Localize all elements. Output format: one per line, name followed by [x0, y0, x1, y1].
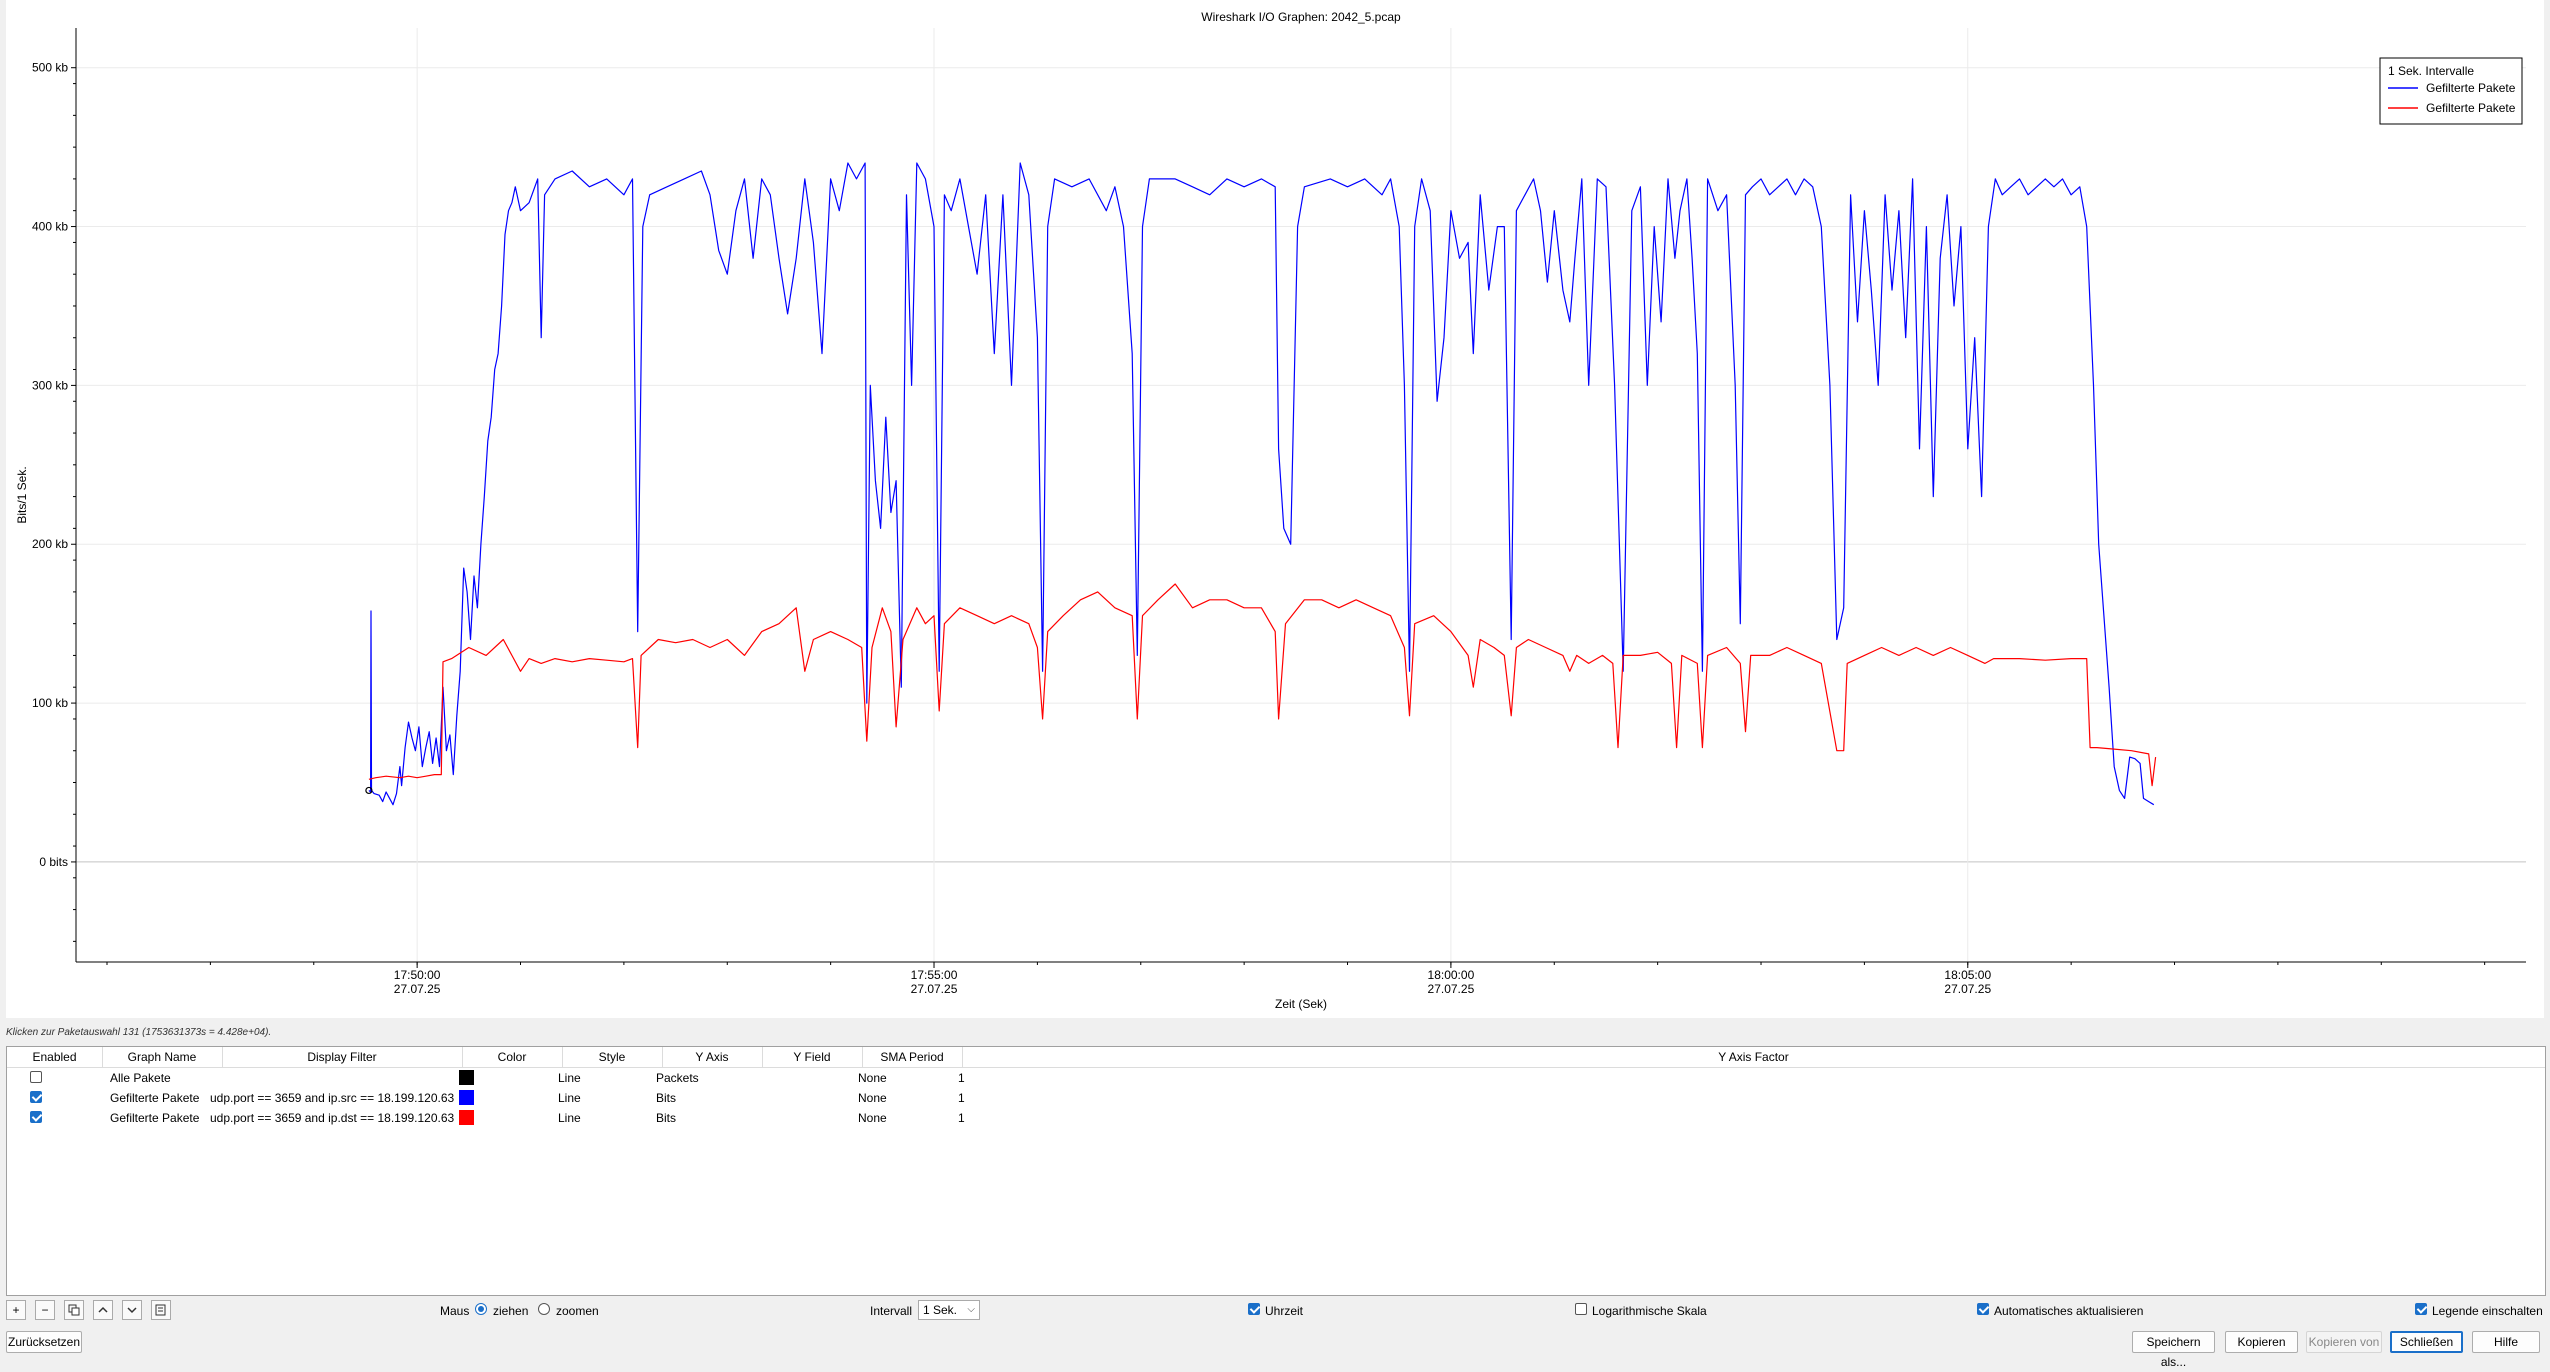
legend-entry: Gefilterte Pakete	[2426, 81, 2516, 95]
x-tick-label: 18:00:00	[1428, 968, 1475, 982]
arrow-down-icon	[127, 1307, 137, 1314]
mouse-label: Maus	[440, 1304, 470, 1318]
log-scale-label[interactable]: Logarithmische Skala	[1592, 1304, 1707, 1318]
interval-value: 1 Sek.	[923, 1303, 958, 1317]
series-line-src[interactable]	[368, 162, 2155, 806]
display-filter[interactable]: udp.port == 3659 and ip.src == 18.199.12…	[210, 1091, 455, 1105]
mouse-drag-label[interactable]: ziehen	[493, 1304, 529, 1318]
series-line-dst[interactable]	[368, 583, 2157, 787]
x-tick-label: 17:55:00	[911, 968, 958, 982]
table-header: Enabled Graph Name Display Filter Color …	[7, 1047, 2545, 1068]
y-axis-factor[interactable]: 1	[958, 1111, 965, 1125]
column-header-sma-period[interactable]: SMA Period	[880, 1050, 944, 1064]
x-tick-date-label: 27.07.25	[1944, 982, 1991, 996]
y-axis-factor[interactable]: 1	[958, 1091, 965, 1105]
io-graph-plot[interactable]: Wireshark I/O Graphen: 2042_5.pcap 0 bits…	[6, 0, 2544, 1018]
time-of-day-label[interactable]: Uhrzeit	[1265, 1304, 1304, 1318]
column-header-y-axis[interactable]: Y Axis	[695, 1050, 729, 1064]
close-button[interactable]: Schließen	[2390, 1331, 2463, 1353]
help-button[interactable]: Hilfe	[2472, 1331, 2540, 1353]
graph-table[interactable]: Enabled Graph Name Display Filter Color …	[6, 1046, 2546, 1296]
graph-toolbar: + − Maus ziehen zoomen Intervall 1 Sek. …	[0, 1298, 2550, 1324]
y-tick-label: 400 kb	[32, 220, 68, 234]
color-swatch[interactable]	[459, 1070, 474, 1085]
graph-name[interactable]: Gefilterte Pakete	[110, 1091, 200, 1105]
enabled-checkbox[interactable]	[30, 1111, 42, 1123]
chart-title: Wireshark I/O Graphen: 2042_5.pcap	[1201, 10, 1401, 24]
auto-update-label[interactable]: Automatisches aktualisieren	[1994, 1304, 2144, 1318]
auto-update-checkbox[interactable]	[1977, 1303, 1989, 1315]
enabled-checkbox[interactable]	[30, 1091, 42, 1103]
style[interactable]: Line	[558, 1111, 581, 1125]
status-hint: Klicken zur Paketauswahl 131 (1753631373…	[6, 1027, 272, 1038]
log-scale-checkbox[interactable]	[1575, 1303, 1587, 1315]
column-header-color[interactable]: Color	[497, 1050, 527, 1064]
legend-title: 1 Sek. Intervalle	[2388, 64, 2474, 78]
y-tick-label: 200 kb	[32, 537, 68, 551]
time-of-day-checkbox[interactable]	[1248, 1303, 1260, 1315]
x-tick-label: 17:50:00	[394, 968, 441, 982]
x-tick-date-label: 27.07.25	[911, 982, 958, 996]
sma-period[interactable]: None	[858, 1071, 887, 1085]
x-tick-date-label: 27.07.25	[1428, 982, 1475, 996]
legend-checkbox[interactable]	[2415, 1303, 2427, 1315]
copy-button[interactable]: Kopieren	[2225, 1331, 2298, 1353]
table-row[interactable]: Gefilterte Pakete udp.port == 3659 and i…	[7, 1108, 2545, 1128]
y-tick-label: 500 kb	[32, 61, 68, 75]
column-header-graph-name[interactable]: Graph Name	[127, 1050, 197, 1064]
y-tick-label: 0 bits	[39, 855, 68, 869]
sma-period[interactable]: None	[858, 1111, 887, 1125]
mouse-zoom-label[interactable]: zoomen	[556, 1304, 599, 1318]
table-row[interactable]: Alle Pakete Line Packets None 1	[7, 1068, 2545, 1088]
x-axis-label: Zeit (Sek)	[1275, 997, 1327, 1011]
table-row[interactable]: Gefilterte Pakete udp.port == 3659 and i…	[7, 1088, 2545, 1108]
save-as-button[interactable]: Speichern als...	[2132, 1331, 2215, 1369]
clear-icon	[155, 1304, 166, 1316]
mouse-drag-radio[interactable]	[475, 1303, 487, 1315]
copy-from-button[interactable]: Kopieren von	[2306, 1331, 2382, 1353]
legend-entry: Gefilterte Pakete	[2426, 101, 2516, 115]
display-filter[interactable]: udp.port == 3659 and ip.dst == 18.199.12…	[210, 1111, 455, 1125]
chevron-down-icon: ⌵	[967, 1304, 975, 1315]
mouse-zoom-radio[interactable]	[538, 1303, 550, 1315]
copy-graph-button[interactable]	[64, 1300, 84, 1320]
x-tick-date-label: 27.07.25	[394, 982, 441, 996]
enabled-checkbox[interactable]	[30, 1071, 42, 1083]
remove-graph-button[interactable]: −	[35, 1300, 55, 1320]
style[interactable]: Line	[558, 1091, 581, 1105]
y-axis-factor[interactable]: 1	[958, 1071, 965, 1085]
interval-select[interactable]: 1 Sek. ⌵	[918, 1300, 980, 1320]
y-tick-label: 100 kb	[32, 696, 68, 710]
column-header-y-field[interactable]: Y Field	[793, 1050, 831, 1064]
arrow-up-icon	[98, 1306, 108, 1313]
y-axis-label: Bits/1 Sek.	[15, 466, 29, 523]
move-up-button[interactable]	[93, 1300, 113, 1320]
copy-icon	[68, 1304, 80, 1316]
y-tick-label: 300 kb	[32, 378, 68, 392]
legend-label[interactable]: Legende einschalten	[2432, 1304, 2543, 1318]
reset-button[interactable]: Zurücksetzen	[6, 1331, 82, 1353]
y-axis[interactable]: Packets	[656, 1071, 699, 1085]
interval-label: Intervall	[870, 1304, 913, 1318]
sma-period[interactable]: None	[858, 1091, 887, 1105]
move-down-button[interactable]	[122, 1300, 142, 1320]
y-axis[interactable]: Bits	[656, 1111, 677, 1125]
column-header-enabled[interactable]: Enabled	[32, 1050, 77, 1064]
dialog-buttons: Zurücksetzen Speichern als... Kopieren K…	[0, 1328, 2550, 1369]
column-header-display-filter[interactable]: Display Filter	[307, 1050, 377, 1064]
graph-name[interactable]: Alle Pakete	[110, 1071, 171, 1085]
clear-graphs-button[interactable]	[151, 1300, 171, 1320]
legend-box	[2379, 57, 2523, 125]
color-swatch[interactable]	[459, 1090, 474, 1105]
x-tick-label: 18:05:00	[1944, 968, 1991, 982]
column-header-style[interactable]: Style	[598, 1050, 626, 1064]
selected-packet-marker	[365, 786, 373, 795]
style[interactable]: Line	[558, 1071, 581, 1085]
io-graph-chart[interactable]: Wireshark I/O Graphen: 2042_5.pcap 0 bits…	[6, 0, 2544, 1018]
add-graph-button[interactable]: +	[6, 1300, 26, 1320]
graph-name[interactable]: Gefilterte Pakete	[110, 1111, 200, 1125]
color-swatch[interactable]	[459, 1110, 474, 1125]
column-header-y-axis-factor[interactable]: Y Axis Factor	[1718, 1050, 1789, 1064]
y-axis[interactable]: Bits	[656, 1091, 677, 1105]
